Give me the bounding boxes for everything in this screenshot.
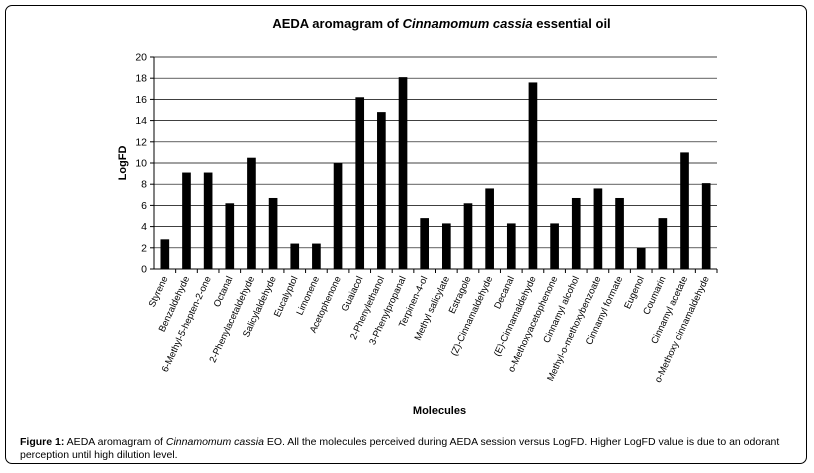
bar	[247, 157, 256, 269]
bar-chart: AEDA aromagram of Cinnamomum cassia esse…	[117, 16, 718, 417]
bar	[355, 97, 365, 269]
bar	[680, 152, 689, 269]
bar	[701, 183, 711, 269]
bar	[593, 188, 603, 269]
bar	[182, 172, 191, 269]
bar	[398, 77, 408, 269]
y-tick-label: 8	[141, 179, 147, 191]
y-tick-label: 4	[141, 221, 147, 233]
bar	[420, 218, 430, 269]
bar	[485, 188, 494, 269]
bar	[615, 197, 624, 269]
bar	[203, 172, 213, 269]
caption-text-prefix: AEDA aromagram of	[64, 436, 166, 448]
x-tick-label: Octanal	[212, 275, 236, 309]
caption-lead: Figure 1:	[20, 436, 65, 448]
y-tick-label: 12	[135, 136, 147, 148]
y-tick-label: 16	[135, 94, 147, 106]
bar	[528, 82, 538, 269]
y-tick-label: 0	[141, 264, 147, 276]
bar	[550, 223, 559, 269]
y-tick-label: 10	[135, 158, 147, 170]
bar	[636, 247, 646, 269]
bar	[268, 197, 278, 269]
bar	[312, 243, 321, 269]
bar	[333, 163, 343, 269]
y-tick-label: 20	[135, 52, 147, 64]
y-tick-label: 14	[135, 115, 147, 127]
figure-caption: Figure 1: AEDA aromagram of Cinnamomum c…	[20, 436, 806, 462]
y-tick-label: 2	[141, 242, 147, 254]
chart-title: AEDA aromagram of Cinnamomum cassia esse…	[272, 16, 610, 31]
bar	[506, 223, 516, 269]
y-tick-label: 6	[141, 200, 147, 212]
figure-frame: AEDA aromagram of Cinnamomum cassia esse…	[5, 5, 807, 464]
bar	[377, 112, 386, 270]
y-tick-label: 18	[135, 73, 147, 85]
bar	[290, 243, 300, 269]
x-tick-label: Styrene	[147, 275, 171, 309]
caption-text-suffix: EO. All the molecules perceived during A…	[20, 436, 780, 461]
y-axis-label: LogFD	[117, 146, 129, 181]
bar	[571, 197, 581, 269]
x-axis-label: Molecules	[413, 405, 466, 417]
bar	[160, 239, 170, 269]
bar	[441, 223, 451, 269]
bar	[225, 203, 235, 269]
bar	[658, 218, 668, 269]
caption-species: Cinnamomum cassia	[165, 436, 264, 448]
bar	[463, 203, 473, 269]
